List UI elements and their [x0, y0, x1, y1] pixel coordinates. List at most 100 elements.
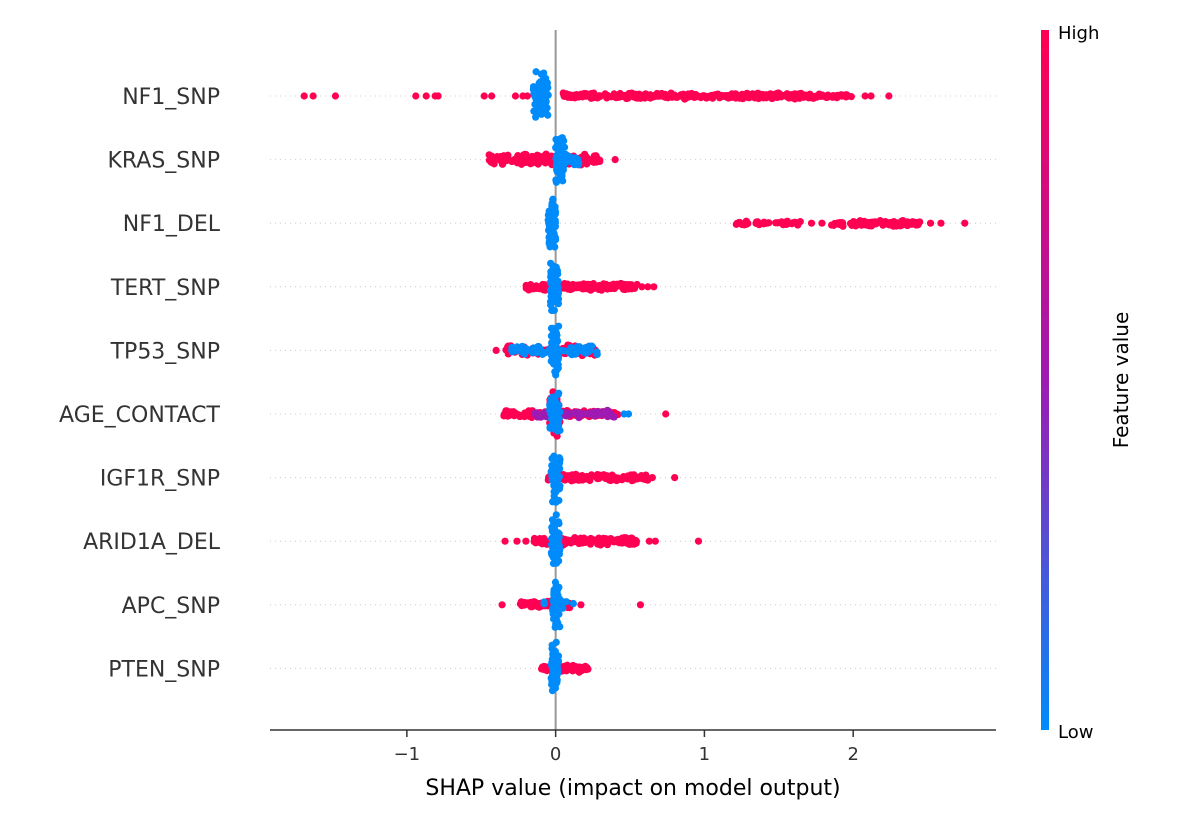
shap-point: [487, 155, 495, 163]
shap-point: [490, 160, 498, 168]
shap-point: [548, 641, 556, 649]
shap-point: [574, 283, 583, 291]
shap-point: [736, 218, 744, 227]
shap-point: [577, 601, 585, 609]
shap-point: [728, 90, 736, 98]
shap-point: [522, 158, 530, 167]
shap-point: [858, 219, 866, 227]
shap-point: [552, 155, 560, 163]
shap-point: [422, 92, 430, 100]
shap-point: [553, 618, 561, 626]
shap-point: [776, 92, 784, 100]
shap-point: [534, 603, 542, 611]
shap-point: [549, 415, 557, 423]
shap-point: [548, 674, 556, 682]
shap-point: [573, 663, 581, 671]
shap-point: [589, 411, 598, 420]
shap-point: [582, 92, 590, 100]
shap-point: [548, 476, 556, 484]
shap-point: [661, 93, 670, 101]
shap-point: [541, 159, 550, 167]
shap-point: [671, 474, 679, 482]
shap-point: [567, 345, 575, 354]
shap-point: [642, 475, 650, 483]
shap-point: [807, 219, 816, 227]
shap-point: [644, 283, 652, 291]
shap-point: [852, 222, 860, 230]
shap-point: [532, 537, 540, 545]
shap-point: [847, 93, 855, 101]
shap-point: [572, 91, 581, 99]
shap-point: [610, 92, 618, 101]
shap-point: [561, 347, 569, 355]
shap-point: [549, 195, 557, 204]
shap-point: [603, 91, 612, 100]
shap-point: [838, 219, 846, 227]
shap-point: [560, 143, 569, 151]
shap-point: [569, 158, 577, 167]
shap-point: [578, 474, 586, 482]
shap-point: [867, 92, 875, 100]
shap-point: [824, 91, 832, 99]
shap-point: [518, 412, 527, 420]
feature-label: IGF1R_SNP: [100, 467, 220, 492]
shap-point: [694, 537, 703, 545]
shap-point: [541, 151, 549, 159]
shap-point: [549, 263, 557, 271]
shap-point: [562, 473, 570, 481]
shap-point: [817, 92, 825, 100]
shap-point: [631, 91, 639, 99]
shap-point: [781, 218, 789, 226]
shap-point: [542, 108, 550, 116]
shap-point: [513, 537, 521, 545]
shap-point: [548, 550, 556, 558]
shap-point: [574, 159, 582, 167]
shap-point: [688, 89, 696, 98]
shap-point: [549, 658, 557, 666]
shap-point: [599, 534, 607, 542]
feature-labels: NF1_SNP KRAS_SNP NF1_DEL TERT_SNP TP53_SNP AG…: [59, 85, 221, 682]
shap-point: [632, 536, 640, 545]
shap-point: [548, 201, 556, 210]
shap-point: [560, 283, 569, 292]
shap-point: [539, 97, 547, 105]
shap-point: [548, 306, 556, 315]
shap-point: [547, 346, 555, 354]
feature-label: APC_SNP: [122, 594, 220, 619]
shap-point: [909, 218, 917, 226]
shap-point: [607, 410, 615, 419]
shap-point: [621, 474, 630, 482]
x-tick-label: 2: [847, 744, 858, 765]
shap-point: [598, 409, 606, 417]
shap-point: [651, 537, 659, 545]
shap-point: [581, 285, 589, 293]
feature-label: PTEN_SNP: [108, 657, 220, 682]
shap-point: [552, 511, 560, 519]
shap-point: [480, 92, 488, 100]
shap-point: [554, 355, 562, 363]
shap-point: [576, 538, 584, 546]
shap-point: [596, 541, 605, 549]
shap-point: [581, 536, 590, 545]
shap-point: [583, 409, 591, 418]
shap-point: [876, 217, 884, 225]
shap-point: [532, 68, 540, 76]
shap-point: [613, 476, 621, 485]
shap-point: [531, 100, 539, 108]
shap-point: [550, 520, 558, 528]
shap-point: [550, 209, 558, 217]
shap-point: [624, 535, 632, 543]
shap-point: [709, 94, 717, 102]
shap-point: [511, 92, 520, 100]
shap-point: [550, 588, 558, 596]
shap-point: [522, 284, 530, 292]
shap-point: [552, 538, 560, 546]
shap-point: [559, 166, 567, 174]
shap-point: [553, 671, 561, 679]
x-axis-ticks: −1 0 1 2: [394, 730, 859, 765]
shap-point: [300, 92, 308, 100]
shap-point: [519, 599, 527, 607]
shap-point: [555, 519, 563, 528]
shap-point: [522, 537, 530, 545]
